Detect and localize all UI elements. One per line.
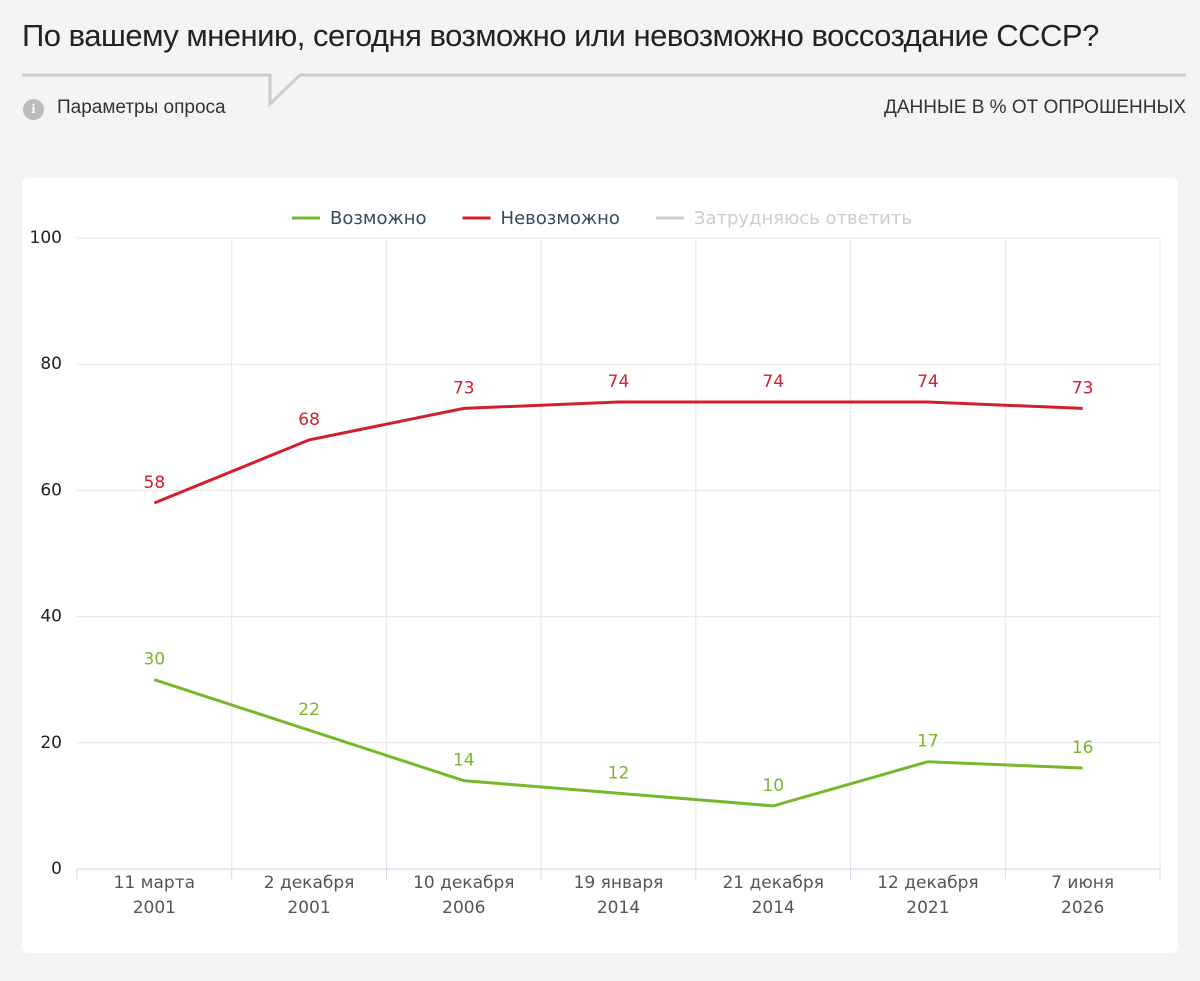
data-label: 22 (298, 700, 320, 720)
info-icon[interactable]: i (23, 99, 44, 120)
data-label: 12 (608, 763, 630, 783)
data-label: 17 (917, 732, 939, 752)
data-label: 74 (762, 372, 784, 392)
title: По вашему мнению, сегодня возможно или н… (22, 18, 1099, 53)
data-label: 16 (1072, 738, 1094, 758)
y-tick-label: 80 (40, 354, 62, 374)
data-label: 73 (1072, 378, 1094, 398)
data-label: 30 (144, 650, 166, 670)
x-tick-label: 7 июня 2026 (1051, 873, 1115, 918)
series-line (153, 400, 1083, 505)
legend-label[interactable]: Затрудняюсь ответить (694, 208, 912, 229)
legend-label[interactable]: Возможно (330, 208, 427, 229)
divider-line (22, 73, 1186, 108)
data-label: 68 (298, 410, 320, 430)
legend-label[interactable]: Невозможно (501, 208, 620, 229)
params-link[interactable]: Параметры опроса (57, 97, 226, 118)
units-label: ДАННЫЕ В % ОТ ОПРОШЕННЫХ (883, 97, 1186, 118)
data-label: 14 (453, 751, 475, 771)
x-tick-label: 21 декабря 2014 (722, 873, 824, 918)
chart-card (22, 178, 1178, 953)
y-tick-label: 40 (40, 607, 62, 627)
y-tick-label: 100 (30, 228, 62, 248)
x-tick-label: 10 декабря 2006 (413, 873, 515, 918)
y-tick-label: 20 (40, 733, 62, 753)
data-label: 73 (453, 378, 475, 398)
x-tick-label: 12 декабря 2021 (877, 873, 979, 918)
data-label: 74 (608, 372, 630, 392)
x-tick-label: 2 декабря 2001 (263, 873, 355, 918)
x-tick-label: 19 января 2014 (573, 873, 664, 918)
data-label: 58 (144, 473, 166, 493)
divider (22, 73, 1186, 108)
data-label: 74 (917, 372, 939, 392)
x-tick-label: 11 марта 2001 (113, 873, 196, 918)
data-label: 10 (762, 776, 784, 796)
y-tick-label: 60 (40, 480, 62, 500)
y-tick-label: 0 (51, 859, 62, 879)
series-line (153, 678, 1083, 808)
